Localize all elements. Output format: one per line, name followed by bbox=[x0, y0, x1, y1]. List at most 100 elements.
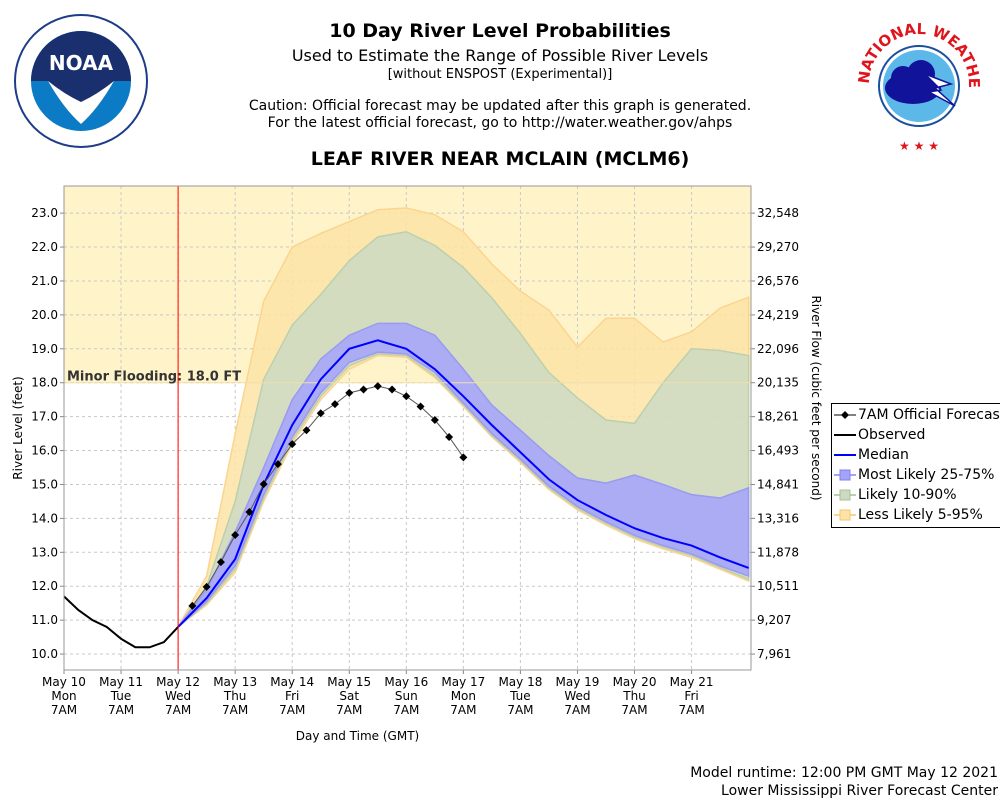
line-swatch-icon bbox=[834, 448, 856, 462]
x-tick-label: Wed bbox=[165, 689, 191, 703]
legend-item-25-75: Most Likely 25-75% bbox=[834, 465, 994, 485]
x-tick-label: 7AM bbox=[336, 703, 362, 717]
x-axis-label: Day and Time (GMT) bbox=[296, 729, 419, 743]
forecast-point bbox=[316, 409, 325, 418]
forecast-center: Lower Mississippi River Forecast Center bbox=[721, 783, 998, 799]
station-name: LEAF RIVER NEAR MCLAIN (MCLM6) bbox=[310, 148, 690, 170]
svg-text:★ ★ ★: ★ ★ ★ bbox=[899, 139, 939, 153]
forecast-point bbox=[345, 388, 354, 397]
y2-tick-label: 32,548 bbox=[757, 206, 799, 220]
x-tick-label: Mon bbox=[451, 689, 476, 703]
forecast-point bbox=[402, 392, 411, 401]
x-tick-label: May 12 bbox=[156, 675, 200, 689]
x-tick-label: Wed bbox=[564, 689, 590, 703]
y2-tick-label: 18,261 bbox=[757, 410, 799, 424]
noaa-logo: NOAA bbox=[14, 14, 148, 148]
legend-item-observed: Observed bbox=[834, 425, 925, 445]
x-tick-label: Sun bbox=[395, 689, 418, 703]
forecast-point bbox=[202, 582, 211, 591]
y2-tick-label: 14,841 bbox=[757, 477, 799, 491]
x-tick-label: 7AM bbox=[165, 703, 191, 717]
forecast-point bbox=[373, 382, 382, 391]
x-tick-label: May 15 bbox=[327, 675, 371, 689]
x-tick-label: May 20 bbox=[613, 675, 657, 689]
y-tick-label: 19.0 bbox=[31, 342, 58, 356]
forecast-point bbox=[259, 480, 268, 489]
forecast-point bbox=[288, 440, 297, 449]
forecast-point bbox=[216, 558, 225, 567]
y2-tick-label: 9,207 bbox=[757, 613, 791, 627]
box-swatch-icon bbox=[834, 508, 856, 522]
y2-tick-label: 16,493 bbox=[757, 444, 799, 458]
forecast-point bbox=[459, 453, 468, 462]
band-10-90 bbox=[177, 231, 750, 628]
x-tick-label: Fri bbox=[285, 689, 299, 703]
y-tick-label: 22.0 bbox=[31, 240, 58, 254]
x-tick-label: Tue bbox=[509, 689, 531, 703]
y-tick-label: 14.0 bbox=[31, 511, 58, 525]
x-tick-label: May 11 bbox=[99, 675, 143, 689]
x-tick-label: Fri bbox=[684, 689, 698, 703]
box-swatch-icon bbox=[834, 468, 856, 482]
y2-tick-label: 20,135 bbox=[757, 376, 799, 390]
model-runtime: Model runtime: 12:00 PM GMT May 12 2021 bbox=[690, 765, 998, 781]
y2-tick-label: 7,961 bbox=[757, 647, 791, 661]
caution-text-2: For the latest official forecast, go to … bbox=[267, 115, 733, 131]
legend-label: Less Likely 5-95% bbox=[858, 507, 983, 523]
forecast-point bbox=[330, 400, 339, 409]
x-tick-label: 7AM bbox=[108, 703, 134, 717]
y-tick-label: 20.0 bbox=[31, 308, 58, 322]
y2-tick-label: 11,878 bbox=[757, 545, 799, 559]
x-tick-label: 7AM bbox=[564, 703, 590, 717]
chart-title: 10 Day River Level Probabilities bbox=[329, 20, 671, 42]
y2-tick-label: 13,316 bbox=[757, 511, 799, 525]
nws-logo: NATIONAL WEATHER SERVICE ★ ★ ★ bbox=[855, 14, 983, 153]
x-tick-label: May 16 bbox=[384, 675, 428, 689]
plot-border bbox=[63, 185, 752, 671]
x-tick-label: 7AM bbox=[678, 703, 704, 717]
x-tick-label: Thu bbox=[223, 689, 247, 703]
x-tick-label: 7AM bbox=[393, 703, 419, 717]
x-tick-label: 7AM bbox=[450, 703, 476, 717]
box-swatch-icon bbox=[834, 488, 856, 502]
forecast-point bbox=[231, 531, 240, 540]
legend-item-forecast: 7AM Official Forecast bbox=[834, 405, 1000, 425]
forecast-point bbox=[245, 507, 254, 516]
legend-label: 7AM Official Forecast bbox=[858, 407, 1000, 423]
y-tick-label: 18.0 bbox=[31, 376, 58, 390]
band-25-75 bbox=[177, 322, 750, 628]
y2-tick-label: 29,270 bbox=[757, 240, 799, 254]
x-tick-label: Sat bbox=[339, 689, 359, 703]
chart-subtitle: Used to Estimate the Range of Possible R… bbox=[291, 46, 709, 65]
legend-item-median: Median bbox=[834, 445, 909, 465]
chart-legend: 7AM Official Forecast Observed Median Mo… bbox=[831, 403, 1000, 528]
x-tick-label: May 10 bbox=[42, 675, 86, 689]
x-tick-label: 7AM bbox=[279, 703, 305, 717]
x-tick-label: 7AM bbox=[621, 703, 647, 717]
x-tick-label: 7AM bbox=[51, 703, 77, 717]
y2-tick-label: 10,511 bbox=[757, 579, 799, 593]
x-tick-label: May 17 bbox=[441, 675, 485, 689]
forecast-point bbox=[430, 416, 439, 425]
y-tick-label: 16.0 bbox=[31, 444, 58, 458]
y-tick-label: 11.0 bbox=[31, 613, 58, 627]
diamond-marker-icon bbox=[834, 408, 856, 422]
y2-tick-label: 26,576 bbox=[757, 274, 799, 288]
y2-axis-label: River Flow (cubic feet per second) bbox=[809, 295, 823, 500]
legend-label: Observed bbox=[858, 427, 926, 443]
y-tick-label: 23.0 bbox=[31, 206, 58, 220]
x-tick-label: 7AM bbox=[507, 703, 533, 717]
forecast-point bbox=[416, 402, 425, 411]
x-tick-label: 7AM bbox=[222, 703, 248, 717]
x-tick-label: Tue bbox=[110, 689, 132, 703]
forecast-point bbox=[273, 460, 282, 469]
legend-item-10-90: Likely 10-90% bbox=[834, 485, 957, 505]
median-line bbox=[177, 339, 749, 628]
y-tick-label: 12.0 bbox=[31, 579, 58, 593]
y-tick-label: 21.0 bbox=[31, 274, 58, 288]
forecast-line bbox=[191, 385, 464, 607]
caution-text-1: Caution: Official forecast may be update… bbox=[248, 98, 752, 114]
forecast-point bbox=[359, 385, 368, 394]
